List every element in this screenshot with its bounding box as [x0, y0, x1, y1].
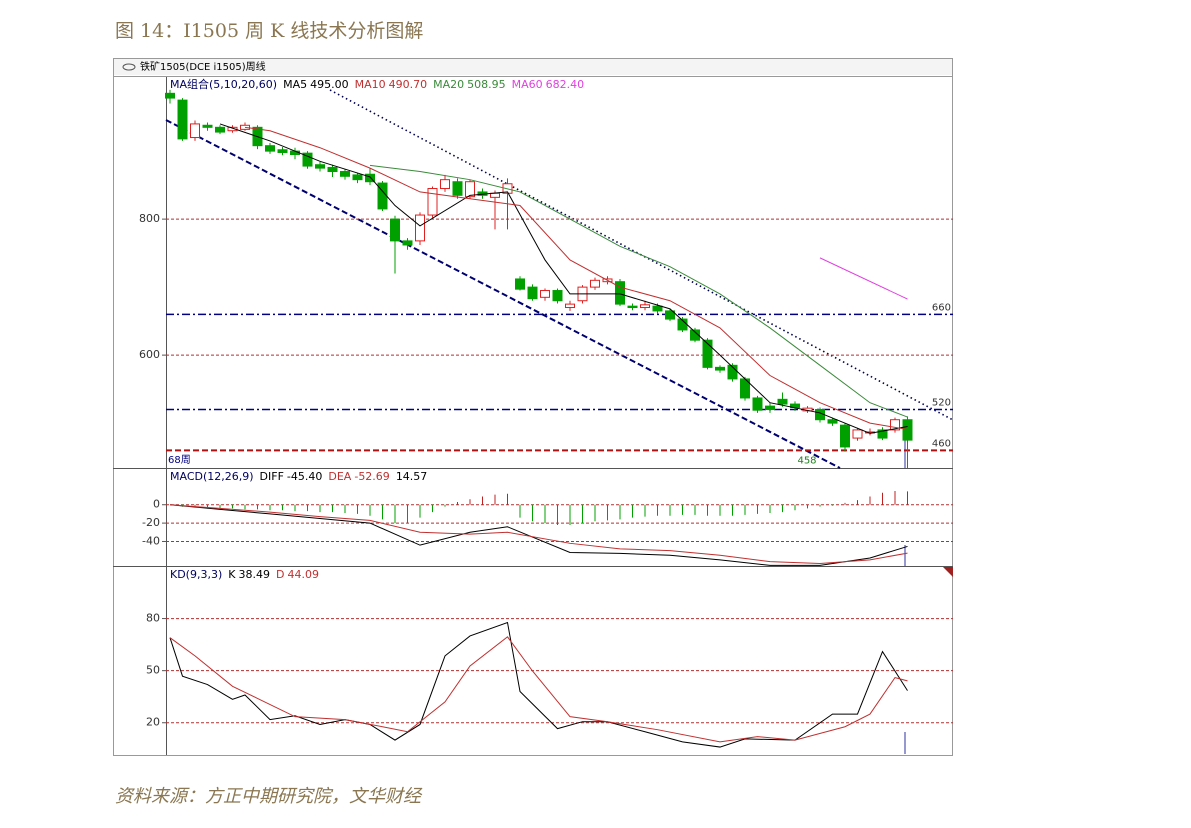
y-tick-label: 80: [146, 612, 160, 625]
candle-body: [552, 290, 563, 302]
candle-body: [702, 339, 713, 368]
candle-body: [890, 419, 900, 431]
legend-text: 38.49: [238, 568, 270, 581]
legend-text: 682.40: [546, 78, 585, 91]
candle-body: [302, 152, 313, 167]
legend-text: MA组合(5,10,20,60): [170, 77, 277, 91]
line: [219, 123, 908, 434]
candle-body: [640, 304, 650, 309]
legend-text: 508.95: [467, 78, 506, 91]
candle-body: [277, 149, 288, 153]
candle-body: [177, 99, 188, 140]
legend-text: 490.70: [389, 78, 428, 91]
candle-body: [215, 126, 225, 133]
candle-body: [165, 92, 175, 99]
y-tick-label: 50: [146, 664, 160, 677]
legend-text: MA20: [433, 78, 464, 91]
candle-body: [327, 166, 338, 173]
legend-text: D: [276, 568, 284, 581]
y-tick-label: 800: [139, 212, 160, 225]
candle-body: [490, 192, 500, 198]
title-bar: [114, 59, 952, 75]
low-label: 458: [797, 456, 816, 467]
candle-body: [315, 164, 325, 169]
legend-text: 44.09: [287, 568, 319, 581]
candle-body: [190, 123, 200, 139]
candle-body: [902, 419, 913, 441]
line: [169, 504, 908, 566]
legend-text: 495.00: [310, 78, 349, 91]
legend-text: K: [228, 568, 236, 581]
candle-body: [202, 124, 213, 128]
candle-body: [440, 179, 450, 190]
candle-body: [527, 286, 538, 300]
candle-body: [427, 188, 438, 216]
candle-body: [840, 424, 850, 448]
legend-text: DEA: [328, 470, 351, 483]
legend-text: 14.57: [396, 470, 428, 483]
legend-text: MACD(12,26,9): [170, 470, 254, 483]
caption: 图 14：I1505 周 K 线技术分析图解: [115, 20, 423, 42]
candle-body: [827, 419, 838, 424]
candle-body: [715, 366, 725, 371]
level-label: 660: [932, 302, 951, 313]
candle-body: [390, 218, 400, 242]
candle-body: [365, 173, 375, 183]
candle-body: [402, 240, 413, 246]
candle-body: [852, 429, 863, 439]
candle-body: [352, 174, 363, 181]
y-tick-label: 600: [139, 348, 160, 361]
trend-line: [329, 89, 954, 421]
candle-body: [227, 126, 238, 132]
line: [369, 164, 908, 418]
line: [819, 257, 908, 300]
period-label: 68周: [168, 454, 191, 466]
candle-body: [615, 281, 625, 305]
line: [169, 621, 908, 748]
candle-body: [777, 398, 788, 405]
chart-frame: [113, 58, 953, 756]
y-tick-label: 20: [146, 716, 160, 729]
candle-body: [627, 305, 638, 309]
legend-text: MA5: [283, 78, 307, 91]
candle-body: [690, 329, 700, 341]
line: [244, 126, 908, 430]
candle-body: [415, 214, 425, 242]
candle-body: [540, 290, 550, 298]
window-title: 铁矿1505(DCE i1505)周线: [140, 60, 266, 73]
legend-text: MA60: [512, 78, 543, 91]
candle-body: [340, 171, 350, 177]
line: [169, 504, 908, 565]
candle-body: [727, 364, 738, 380]
candle-body: [465, 181, 475, 198]
candle-body: [565, 303, 575, 309]
candle-body: [590, 279, 600, 288]
line: [169, 636, 908, 743]
icon: [122, 63, 136, 71]
y-tick-label: -40: [142, 534, 160, 547]
legend-text: KD(9,3,3): [170, 568, 222, 581]
candle-body: [752, 397, 763, 411]
legend-text: DIFF: [260, 470, 284, 483]
candle-body: [652, 305, 663, 312]
candle-body: [265, 145, 275, 152]
candle-body: [765, 405, 775, 411]
corner-marker: [943, 567, 953, 577]
y-tick-label: -20: [142, 516, 160, 529]
legend-text: -52.69: [354, 470, 389, 483]
legend-text: MA10: [355, 78, 386, 91]
candle-body: [515, 278, 525, 290]
level-label: 520: [932, 398, 951, 409]
y-tick-label: 0: [153, 498, 160, 511]
legend-text: -45.40: [287, 470, 322, 483]
candle-body: [877, 429, 888, 439]
candle-body: [452, 181, 463, 196]
candle-body: [665, 310, 675, 320]
level-label: 460: [932, 438, 951, 449]
source: 资料来源：方正中期研究院，文华财经: [115, 786, 423, 807]
